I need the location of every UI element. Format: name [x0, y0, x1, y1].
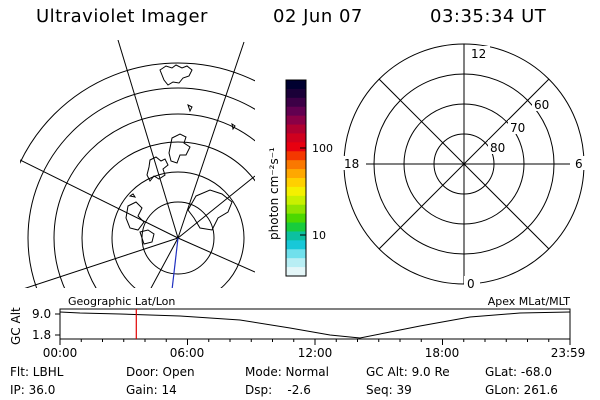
- coastline: [168, 133, 191, 164]
- coastline: [146, 156, 169, 182]
- coastline: [231, 122, 236, 131]
- strip-left-label: Geographic Lat/Lon: [68, 295, 175, 308]
- meridian-line: [177, 237, 255, 273]
- lat-label-80: 80: [490, 141, 505, 155]
- meridian-line: [20, 159, 179, 239]
- info-seq: Seq: 39: [366, 383, 412, 397]
- meridian-line: [177, 41, 245, 239]
- info-gc-alt: GC Alt: 9.0 Re: [366, 365, 450, 379]
- colorbar-cell: [286, 106, 306, 117]
- colorbar-cell: [286, 142, 306, 152]
- coastline: [159, 64, 193, 86]
- colorbar: 100 10 photon cm⁻²s⁻¹: [267, 79, 333, 277]
- x-tick-label: 23:59: [551, 346, 586, 360]
- colorbar-cell: [286, 97, 306, 108]
- meridian-line: [117, 40, 179, 239]
- x-tick-label: 06:00: [170, 346, 205, 360]
- colorbar-cell: [286, 124, 306, 135]
- x-tick-label: 00:00: [43, 346, 78, 360]
- orbit-track: [171, 237, 179, 288]
- colorbar-cell: [286, 258, 306, 268]
- x-tick-label: 18:00: [425, 346, 460, 360]
- info-glat: GLat: -68.0: [485, 365, 552, 379]
- mlt-label-12: 12: [471, 47, 486, 61]
- info-dsp: Dsp: -2.6: [245, 383, 311, 397]
- latitude-circle: [27, 87, 255, 288]
- latitude-circle: [81, 141, 255, 288]
- mlt-label-6: 6: [575, 157, 583, 171]
- colorbar-cell: [286, 133, 306, 143]
- colorbar-cell: [286, 186, 306, 197]
- colorbar-cell: [286, 240, 306, 250]
- colorbar-cell: [286, 195, 306, 206]
- colorbar-cell: [286, 160, 306, 170]
- y-tick-label: 1.8: [32, 328, 51, 342]
- altitude-curve: [59, 311, 571, 339]
- colorbar-cell: [286, 151, 306, 161]
- x-tick-label: 12:00: [298, 346, 333, 360]
- latitude-circle: [111, 171, 245, 288]
- colorbar-cell: [286, 213, 306, 224]
- coastline: [128, 193, 137, 198]
- colorbar-cell: [286, 267, 306, 277]
- meridian-line: [24, 237, 179, 288]
- latitude-circle: [53, 113, 255, 288]
- colorbar-cell: [286, 80, 306, 90]
- colorbar-cell: [286, 222, 306, 233]
- colorbar-unit-label: photon cm⁻²s⁻¹: [267, 147, 281, 240]
- polar-plot: [342, 43, 586, 290]
- lat-label-70: 70: [510, 121, 525, 135]
- time-label: 03:35:34 UT: [430, 6, 547, 27]
- geographic-map: [20, 40, 255, 288]
- colorbar-cell: [286, 231, 306, 241]
- colorbar-cell: [286, 178, 306, 188]
- colorbar-cell: [286, 249, 306, 259]
- y-axis-label: GC Alt: [9, 307, 23, 345]
- date-label: 02 Jun 07: [273, 6, 363, 27]
- latitude-circle: [20, 62, 255, 165]
- mlt-label-0: 0: [467, 277, 475, 291]
- colorbar-cell: [286, 204, 306, 215]
- info-flt: Flt: LBHL: [10, 365, 64, 379]
- strip-right-label: Apex MLat/MLT: [488, 295, 571, 308]
- lat-label-60: 60: [534, 98, 549, 112]
- info-mode: Mode: Normal: [245, 365, 329, 379]
- info-glon: GLon: 261.6: [485, 383, 558, 397]
- info-door: Door: Open: [126, 365, 195, 379]
- meridian-line: [177, 175, 255, 239]
- polar-radial-line: [375, 75, 553, 253]
- colorbar-cell: [286, 115, 306, 126]
- coastline: [187, 189, 233, 231]
- info-ip: IP: 36.0: [10, 383, 56, 397]
- y-tick-label: 9.0: [32, 307, 51, 321]
- colorbar-tick-label: 100: [312, 142, 333, 155]
- coastline: [187, 104, 193, 113]
- colorbar-frame: [285, 79, 307, 277]
- colorbar-cell: [286, 88, 306, 99]
- colorbar-tick-label: 10: [312, 229, 326, 242]
- info-gain: Gain: 14: [126, 383, 177, 397]
- mlt-label-18: 18: [344, 157, 359, 171]
- altitude-strip: Geographic Lat/Lon Apex MLat/MLT 9.0 1.8…: [9, 295, 585, 360]
- coastline: [139, 229, 155, 245]
- colorbar-cell: [286, 169, 306, 179]
- coastline: [125, 201, 145, 231]
- app-title: Ultraviolet Imager: [36, 6, 208, 27]
- meridian-line: [150, 237, 179, 288]
